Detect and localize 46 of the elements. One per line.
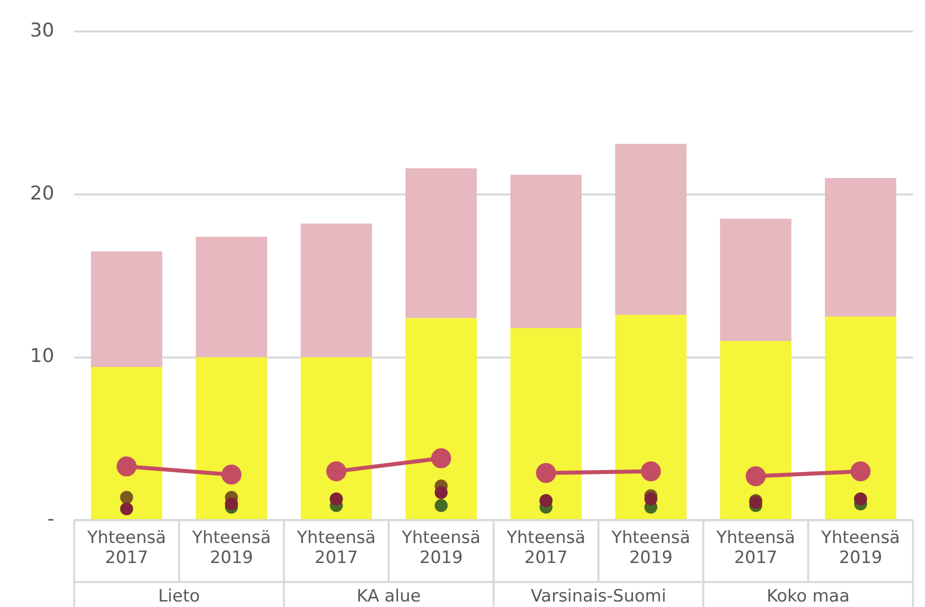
text: KA alue bbox=[356, 586, 421, 606]
text: Lieto bbox=[158, 586, 200, 606]
point bbox=[221, 464, 242, 485]
y-tick-label: 10 bbox=[30, 345, 54, 368]
x-tick-label: Yhteensä 2017 bbox=[296, 528, 376, 568]
bar bbox=[615, 314, 687, 520]
bar bbox=[510, 174, 582, 328]
bar bbox=[406, 168, 477, 318]
bar bbox=[300, 357, 372, 520]
point bbox=[120, 502, 134, 516]
point bbox=[644, 492, 658, 506]
point bbox=[850, 461, 871, 482]
bar bbox=[615, 144, 687, 315]
x-tick-label: Yhteensä 2019 bbox=[610, 528, 690, 568]
x-tick-label: Yhteensä 2017 bbox=[506, 528, 586, 568]
point bbox=[431, 448, 452, 468]
point bbox=[434, 486, 448, 499]
point bbox=[434, 499, 448, 512]
point bbox=[326, 461, 346, 482]
point bbox=[746, 466, 766, 486]
y-tick-label: - bbox=[47, 508, 54, 530]
point bbox=[116, 456, 137, 476]
point bbox=[224, 497, 238, 510]
bar bbox=[720, 340, 792, 520]
point bbox=[640, 461, 661, 482]
y-tick-label: 20 bbox=[30, 182, 54, 204]
x-tick-label: Yhteensä 2019 bbox=[820, 528, 900, 568]
bar bbox=[196, 357, 268, 520]
bar bbox=[196, 236, 268, 358]
text: Varsinais-Suomi bbox=[530, 586, 666, 606]
bar bbox=[824, 178, 896, 317]
text: Koko maa bbox=[766, 586, 850, 606]
x-tick-label: Yhteensä 2017 bbox=[86, 528, 166, 568]
bar bbox=[406, 318, 477, 520]
bar bbox=[510, 328, 582, 520]
point bbox=[536, 462, 556, 483]
point bbox=[120, 490, 134, 504]
bar bbox=[720, 218, 792, 341]
x-tick-label: Yhteensä 2017 bbox=[715, 528, 796, 568]
bar bbox=[90, 251, 162, 368]
bar bbox=[824, 316, 896, 520]
x-tick-label: Yhteensä 2019 bbox=[400, 528, 481, 568]
x-tick-label: Yhteensä 2019 bbox=[191, 528, 271, 568]
y-tick-label: 30 bbox=[30, 19, 54, 42]
bar bbox=[300, 224, 372, 358]
bar bbox=[90, 367, 162, 520]
